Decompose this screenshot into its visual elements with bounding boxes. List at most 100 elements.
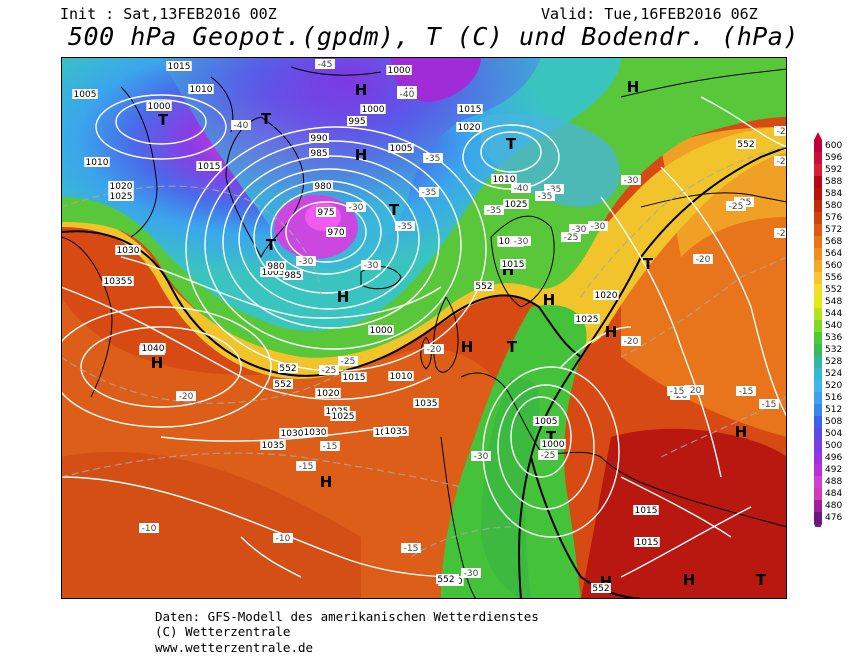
temperature-label-bg (320, 441, 340, 451)
scale-swatch (814, 500, 822, 512)
scale-swatch (814, 320, 822, 332)
isobar-label: 1040 (142, 344, 165, 354)
isobar-label-bg (491, 174, 517, 184)
temperature-label-bg (401, 543, 421, 553)
color-scale-legend: 600 596 592 588 584 580 576 572 568 564 560 556 552 5… (812, 132, 850, 532)
scale-swatch (814, 428, 822, 440)
high-pressure-center: H (605, 323, 618, 341)
temperature-label: -20 (179, 392, 194, 402)
scale-swatch (814, 164, 822, 176)
isobar-label: 975 (317, 208, 334, 218)
isobar-label-bg (196, 161, 222, 171)
isobar-label-bg (413, 398, 439, 408)
isobar-label: 1035 (415, 399, 438, 409)
temperature-label: -35 (547, 185, 562, 195)
isobar-label-bg (388, 143, 414, 153)
isobar-label: 1000 (388, 66, 411, 76)
temperature-label-bg (338, 356, 358, 366)
scale-label: 584 (825, 189, 842, 199)
isobar-label-bg (341, 372, 367, 382)
scale-swatch (814, 248, 822, 260)
low-pressure-center: T (506, 135, 517, 153)
isobar-label: 1015 (343, 373, 366, 383)
temperature-label-bg (315, 59, 335, 69)
scale-label: 476 (825, 513, 842, 523)
temperature-label: -30 (572, 225, 587, 235)
coastlines (60, 66, 788, 600)
temperature-label-bg (538, 450, 558, 460)
isobar-label: 985 (310, 149, 327, 159)
isobar-label-bg (593, 290, 619, 300)
high-pressure-center: H (355, 146, 368, 164)
temperature-label: -35 (487, 206, 502, 216)
temperature-label: -15 (762, 400, 777, 410)
low-pressure-center: T (389, 201, 400, 219)
contour-552-label: 552 (475, 282, 492, 292)
isobar-label-bg (115, 245, 141, 255)
scale-label: 552 (825, 285, 842, 295)
contour-552-label: 552 (737, 140, 754, 150)
temperature-label: -25 (541, 451, 556, 461)
isobar-label: 1015 (635, 506, 658, 516)
low-pressure-center: T (756, 571, 767, 589)
scale-label: 508 (825, 417, 842, 427)
isobar-label-bg (326, 227, 346, 237)
isobar-label-bg (266, 261, 286, 271)
isobar-label-bg (260, 267, 286, 277)
temperature-label-bg (693, 254, 713, 264)
isobar-label-bg (302, 427, 328, 437)
isobar-label: 1000 (148, 102, 171, 112)
contour-552 (60, 230, 583, 600)
scale-label: 568 (825, 237, 842, 247)
high-pressure-center: H (355, 81, 368, 99)
temperature-label-bg (759, 399, 779, 409)
temperature-label-bg (774, 156, 794, 166)
scale-label: 592 (825, 165, 842, 175)
isobar-label-bg (330, 411, 356, 421)
temperature-label-bg (667, 386, 687, 396)
isobar-label: 1000 (362, 105, 385, 115)
scale-swatch (814, 356, 822, 368)
isobar-label: 990 (310, 134, 327, 144)
scale-label: 548 (825, 297, 842, 307)
scale-bottom-arrow (814, 524, 822, 532)
temperature-label-bg (397, 89, 417, 99)
isobar-label: 1035 (385, 427, 408, 437)
isobar-label-bg (146, 101, 172, 111)
isobar-label: 1020 (595, 291, 618, 301)
scale-label: 580 (825, 201, 842, 211)
isobar-label-bg (283, 270, 303, 280)
temperature-label: -30 (474, 452, 489, 462)
temperature-label-bg (424, 344, 444, 354)
temperature-label: -20 (687, 386, 702, 396)
temperature-label-bg (296, 461, 316, 471)
isobar-label: 1025 (576, 315, 599, 325)
isobar-label-bg (368, 325, 394, 335)
scale-swatch (814, 284, 822, 296)
isobar-label: 1010 (390, 372, 413, 382)
scale-label: 528 (825, 357, 842, 367)
temperature-label-bg (569, 224, 589, 234)
low-pressure-center: T (158, 111, 169, 129)
scale-swatch (814, 212, 822, 224)
isobar-label: 1025 (505, 200, 528, 210)
isobar-label: 1035 (104, 277, 127, 287)
temperature-label-bg (511, 183, 531, 193)
isobar-label: 1030 (117, 246, 140, 256)
scale-swatch (814, 392, 822, 404)
temperature-label-bg (535, 191, 555, 201)
contour-552-label: 552 (592, 584, 609, 594)
scale-swatch (814, 176, 822, 188)
isobars (50, 94, 788, 578)
isobar-label-bg (386, 65, 412, 75)
contour-552-label-bg (436, 574, 456, 584)
isobar-label: 1005 (262, 268, 285, 278)
temperature-label-bg (176, 391, 196, 401)
temperature-label: -30 (299, 257, 314, 267)
scale-swatch (814, 416, 822, 428)
low-pressure-center: T (643, 255, 654, 273)
isobar-label-bg (166, 61, 192, 71)
temperature-label-bg (621, 336, 641, 346)
scale-swatch (814, 308, 822, 320)
